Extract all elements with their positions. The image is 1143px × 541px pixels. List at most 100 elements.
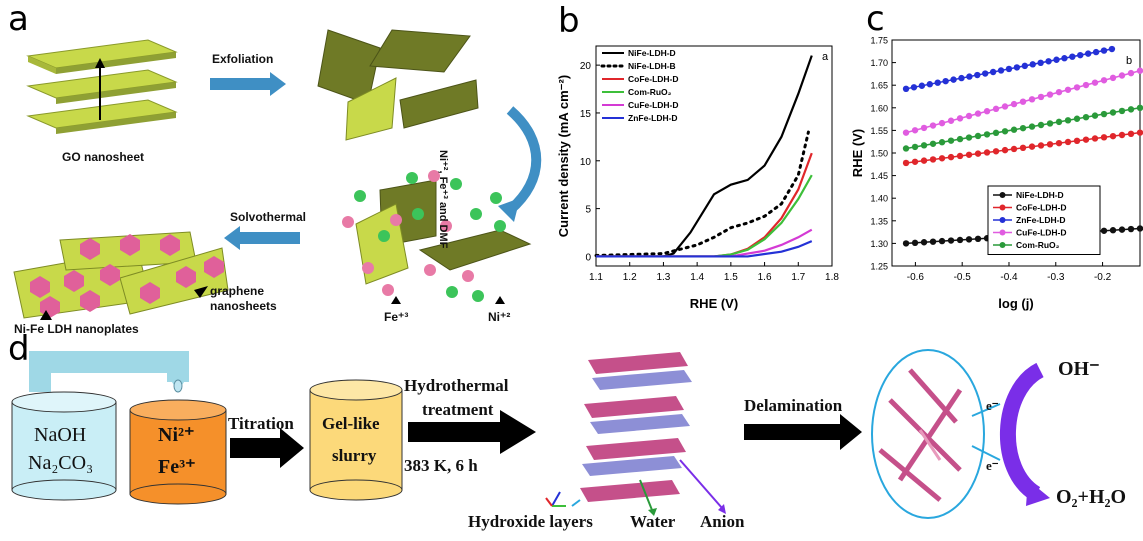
chart-c-xlabel: log (j): [998, 296, 1033, 311]
chart-c-data-point: [1127, 225, 1135, 233]
chart-c-data-point: [902, 129, 910, 136]
chart-c-data-point: [1118, 226, 1126, 233]
chart-b-ytick-label: 10: [580, 157, 592, 168]
chart-b-xtick-label: 1.8: [825, 272, 839, 283]
chart-c-data-point: [1082, 113, 1090, 121]
chart-c-data-point: [910, 84, 918, 91]
chart-c-data-point: [974, 132, 982, 140]
chart-c-data-point: [974, 235, 982, 243]
hydroxide-layers-label: Hydroxide layers: [468, 512, 593, 531]
chart-c-data-point: [1118, 107, 1126, 115]
chart-c-data-point: [1055, 88, 1063, 96]
exfoliated-sheets: [317, 29, 479, 141]
panel-b-chart: 1.1 1.2 1.3 1.4 1.5 1.6 1.7 1.8 0 5 10 15 20 RHE (V) C…: [556, 45, 839, 311]
graphene-label-1: graphene: [210, 284, 265, 298]
chart-c-data-point: [1028, 143, 1036, 150]
chart-c-data-point: [1073, 137, 1081, 145]
hydrothermal-arrow: [408, 410, 536, 454]
electron-label-1: e⁻: [986, 398, 999, 413]
delamination-arrow: [744, 414, 862, 450]
chart-c-data-point: [934, 79, 941, 86]
chart-c-data-point: [1010, 145, 1018, 153]
metal-tank: [129, 399, 227, 505]
chart-c-data-point: [942, 77, 949, 85]
chart-b-ytick-label: 5: [585, 205, 591, 216]
chart-c-data-point: [1064, 138, 1072, 146]
chart-c-xtick-label: -0.5: [954, 272, 972, 283]
chart-c-data-point: [1127, 130, 1135, 138]
chart-b-xtick-label: 1.7: [791, 272, 805, 283]
ni-ion-label: Ni⁺²: [488, 310, 511, 324]
chart-c-ylabel: RHE (V): [850, 129, 865, 177]
chart-c-data-point: [902, 85, 910, 93]
chart-c-data-point: [1069, 53, 1076, 60]
chart-c-ytick-label: 1.70: [870, 58, 888, 68]
chart-c-xtick-label: -0.6: [907, 272, 925, 283]
chart-c-data-point: [1073, 84, 1081, 91]
graphene-label-2: nanosheets: [210, 299, 277, 313]
anion-label: Anion: [700, 512, 745, 531]
chart-c-legend-marker: [999, 229, 1006, 236]
chart-c-data-point: [1073, 115, 1081, 122]
chart-c-data-point: [1136, 225, 1143, 232]
chart-c-data-point: [1061, 55, 1068, 62]
chart-c-data-point: [983, 131, 991, 138]
chart-c-data-point: [1001, 103, 1009, 110]
chart-b-legend-label: NiFe-LDH-B: [628, 61, 676, 71]
chart-c-data-point: [1082, 136, 1090, 143]
panel-d-schematic: [11, 349, 1050, 519]
exfoliation-label: Exfoliation: [212, 52, 274, 66]
chart-c-data-point: [989, 68, 997, 76]
product-label: O₂+H₂O: [1056, 486, 1127, 508]
chart-c-data-point: [1029, 61, 1036, 68]
chart-c-legend-marker: [999, 217, 1006, 223]
chart-c-data-point: [1053, 56, 1060, 63]
chart-c-ytick-label: 1.75: [870, 36, 888, 46]
chart-c-legend-marker: [999, 242, 1006, 248]
chart-c-legend-label: Com-RuO₂: [1016, 240, 1060, 250]
chart-c-data-point: [1037, 93, 1045, 101]
chart-c-data-point: [956, 236, 964, 244]
chart-c-data-point: [956, 135, 964, 143]
chart-c-legend-label: ZnFe-LDH-D: [1016, 215, 1066, 225]
chart-c-ytick-label: 1.55: [870, 126, 888, 136]
chart-c-data-point: [1046, 120, 1054, 127]
chart-c-data-point: [1109, 74, 1117, 82]
chart-b-legend-label: CuFe-LDH-D: [628, 100, 679, 110]
chart-c-ytick-label: 1.65: [870, 81, 888, 91]
chart-c-xtick-label: -0.2: [1094, 272, 1112, 283]
chart-c-data-point: [1092, 48, 1100, 56]
conditions-label: 383 K, 6 h: [404, 456, 478, 475]
chart-c-data-point: [1118, 131, 1126, 139]
chart-b-xtick-label: 1.5: [724, 272, 738, 283]
chart-c-data-point: [1010, 126, 1018, 133]
chart-c-data-point: [911, 239, 919, 247]
sheets-with-ions: [342, 170, 532, 304]
chart-c-data-point: [1136, 67, 1143, 74]
chart-b-corner-label: a: [822, 51, 829, 63]
titration-label: Titration: [228, 414, 294, 433]
chart-c-data-point: [902, 240, 910, 247]
chart-c-data-point: [992, 129, 1000, 137]
chart-c-data-point: [956, 152, 964, 160]
chart-b-legend-label: NiFe-LDH-D: [628, 48, 676, 58]
chart-c-data-point: [1010, 100, 1018, 108]
chart-c-ytick-label: 1.50: [870, 149, 888, 159]
chart-c-data-point: [947, 137, 955, 144]
chart-c-data-point: [938, 139, 946, 146]
chart-c-data-point: [956, 115, 964, 122]
chart-c-data-point: [1100, 134, 1108, 141]
panel-b-label: b: [558, 1, 580, 41]
chart-c-data-point: [911, 143, 919, 151]
ni2-label: Ni²⁺: [158, 424, 195, 446]
delaminated-nanosheets: [871, 349, 1001, 519]
chart-c-xtick-label: -0.4: [1000, 272, 1018, 283]
chart-c-data-point: [929, 238, 937, 245]
panel-d-label: d: [8, 329, 30, 369]
chart-c-data-point: [1091, 79, 1099, 86]
chart-c-data-point: [1100, 47, 1108, 54]
chart-c-data-point: [1055, 118, 1063, 126]
ldh-crystal-structure: [545, 352, 726, 516]
chart-c-data-point: [1001, 128, 1009, 135]
ldh-on-graphene: [13, 231, 229, 320]
